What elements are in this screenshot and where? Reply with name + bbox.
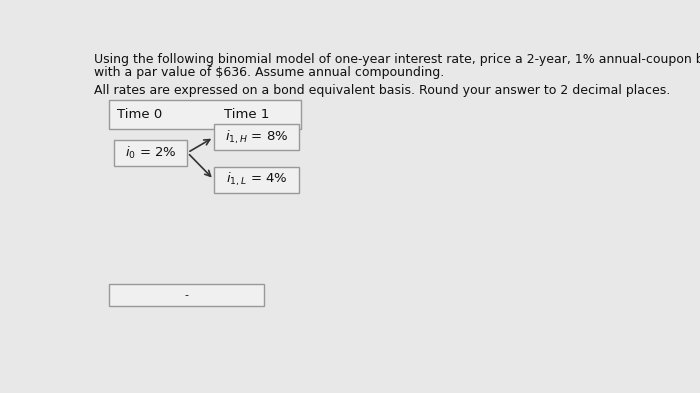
FancyBboxPatch shape [109, 99, 302, 129]
Text: Time 0: Time 0 [117, 108, 162, 121]
FancyBboxPatch shape [214, 167, 299, 193]
Text: $i_{1,H}$ = 8%: $i_{1,H}$ = 8% [225, 129, 288, 146]
Text: Time 1: Time 1 [224, 108, 270, 121]
Text: -: - [185, 290, 189, 300]
Text: Using the following binomial model of one-year interest rate, price a 2-year, 1%: Using the following binomial model of on… [94, 53, 700, 66]
Text: $i_0$ = 2%: $i_0$ = 2% [125, 145, 176, 161]
FancyBboxPatch shape [214, 124, 299, 151]
FancyBboxPatch shape [114, 140, 188, 166]
Text: All rates are expressed on a bond equivalent basis. Round your answer to 2 decim: All rates are expressed on a bond equiva… [94, 84, 670, 97]
Text: $i_{1,L}$ = 4%: $i_{1,L}$ = 4% [225, 171, 287, 188]
FancyBboxPatch shape [109, 284, 264, 306]
Text: with a par value of $636. Assume annual compounding.: with a par value of $636. Assume annual … [94, 66, 444, 79]
